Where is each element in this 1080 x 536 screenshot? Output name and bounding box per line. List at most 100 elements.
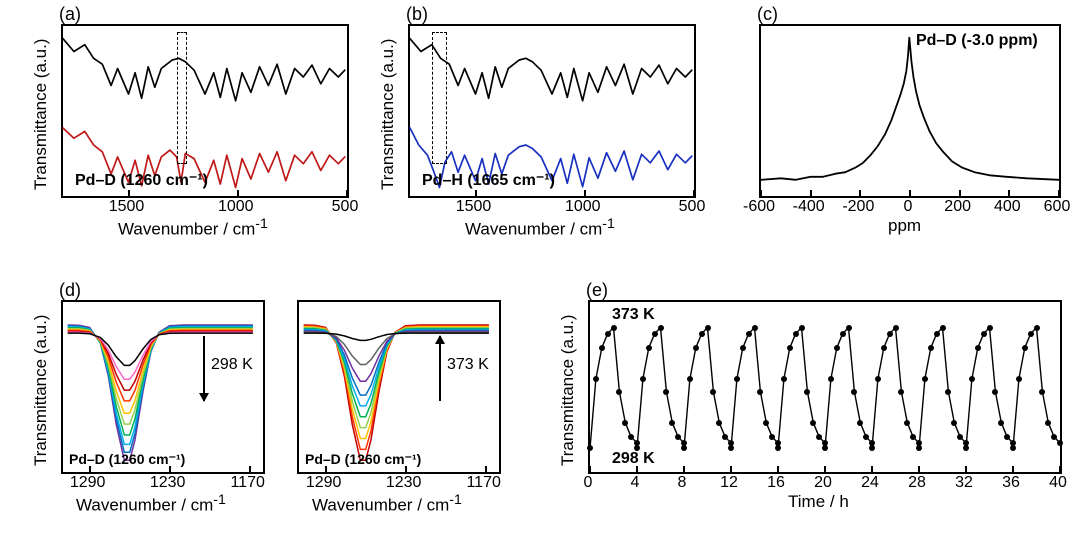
data-point (663, 389, 669, 395)
in-plot-label: Pd–D (1260 cm⁻¹) (69, 451, 185, 468)
axes-d2: 373 KPd–D (1260 cm⁻¹) (297, 300, 501, 474)
data-point (675, 434, 681, 440)
data-point (951, 420, 957, 426)
data-point (881, 345, 887, 351)
in-plot-label: Pd–D (1260 cm⁻¹) (75, 170, 208, 190)
data-point (658, 325, 664, 331)
data-point (705, 325, 711, 331)
xtick-label: 1000 (565, 198, 601, 216)
xtick-label: 20 (814, 474, 832, 492)
data-point (628, 434, 634, 440)
data-point (763, 420, 769, 426)
data-point (969, 376, 975, 382)
data-point (810, 420, 816, 426)
d-series-3 (68, 328, 252, 435)
data-point (769, 434, 775, 440)
d-series-1 (304, 326, 488, 450)
data-point (710, 389, 716, 395)
xtick-label: 12 (720, 474, 738, 492)
panel-letter: (d) (59, 280, 81, 301)
data-point (716, 420, 722, 426)
highlight-box (432, 32, 447, 164)
data-point (887, 331, 893, 337)
data-point (1045, 420, 1051, 426)
xlabel: Time / h (788, 492, 849, 512)
nmr-trace (761, 38, 1059, 180)
axes-d1: 298 KPd–D (1260 cm⁻¹) (61, 300, 265, 474)
data-point (740, 345, 746, 351)
panel-letter: (a) (59, 4, 81, 25)
data-point (757, 389, 763, 395)
data-point (1057, 440, 1063, 446)
data-point (687, 376, 693, 382)
xtick-label: 4 (631, 474, 640, 492)
data-point (822, 445, 828, 451)
data-point (640, 376, 646, 382)
xtick-label: 0 (904, 198, 913, 216)
xtick-label: 500 (332, 198, 359, 216)
data-point (975, 345, 981, 351)
data-point (869, 445, 875, 451)
axes-b: Pd–H (1665 cm⁻¹) (408, 24, 696, 198)
xtick-label: 40 (1049, 474, 1067, 492)
data-point (834, 345, 840, 351)
data-point (1051, 434, 1057, 440)
data-point (1034, 325, 1040, 331)
data-point (828, 376, 834, 382)
axes-c: Pd–D (-3.0 ppm) (759, 24, 1061, 198)
data-point (799, 325, 805, 331)
data-point (987, 325, 993, 331)
xlabel: Wavenumber / cm-1 (312, 492, 462, 516)
data-point (963, 445, 969, 451)
xtick-label: 36 (1002, 474, 1020, 492)
data-point (893, 325, 899, 331)
highlight-box (177, 32, 188, 164)
data-point (904, 420, 910, 426)
d-series-0 (304, 325, 488, 460)
data-point (616, 389, 622, 395)
data-point (863, 434, 869, 440)
data-point (605, 331, 611, 337)
d-series-1 (68, 326, 252, 452)
trend-arrow (439, 336, 441, 401)
xtick-label: 600 (1044, 198, 1071, 216)
data-point (1004, 434, 1010, 440)
in-plot-label: Pd–H (1665 cm⁻¹) (422, 170, 555, 190)
ylabel: Transmittance (a.u.) (31, 315, 51, 466)
in-plot-label: Pd–D (1260 cm⁻¹) (305, 451, 421, 468)
temp-high-label: 373 K (612, 306, 655, 324)
data-point (646, 345, 652, 351)
data-point (945, 389, 951, 395)
data-point (1010, 445, 1016, 451)
data-point (928, 345, 934, 351)
xtick-label: 1230 (150, 474, 186, 492)
xtick-label: 1500 (109, 198, 145, 216)
xtick-label: 1500 (456, 198, 492, 216)
data-point (681, 445, 687, 451)
xtick-label: 1230 (386, 474, 422, 492)
xtick-label: -400 (793, 198, 825, 216)
panel-letter: (b) (406, 4, 428, 25)
data-point (922, 376, 928, 382)
data-point (804, 389, 810, 395)
xlabel: Wavenumber / cm-1 (76, 492, 226, 516)
data-point (781, 376, 787, 382)
ylabel: Transmittance (a.u.) (378, 39, 398, 190)
data-point (1039, 389, 1045, 395)
ylabel: Transmittance (a.u.) (31, 39, 51, 190)
data-point (793, 331, 799, 337)
d-series-0 (68, 325, 252, 460)
data-point (934, 331, 940, 337)
xtick-label: 500 (679, 198, 706, 216)
data-point (851, 389, 857, 395)
data-point (875, 376, 881, 382)
xtick-label: 28 (908, 474, 926, 492)
data-point (775, 445, 781, 451)
xtick-label: 1170 (230, 474, 264, 492)
data-point (910, 434, 916, 440)
data-point (728, 445, 734, 451)
d-series-2 (68, 327, 252, 445)
data-point (816, 434, 822, 440)
xlabel: Wavenumber / cm-1 (465, 216, 615, 240)
data-point (992, 389, 998, 395)
